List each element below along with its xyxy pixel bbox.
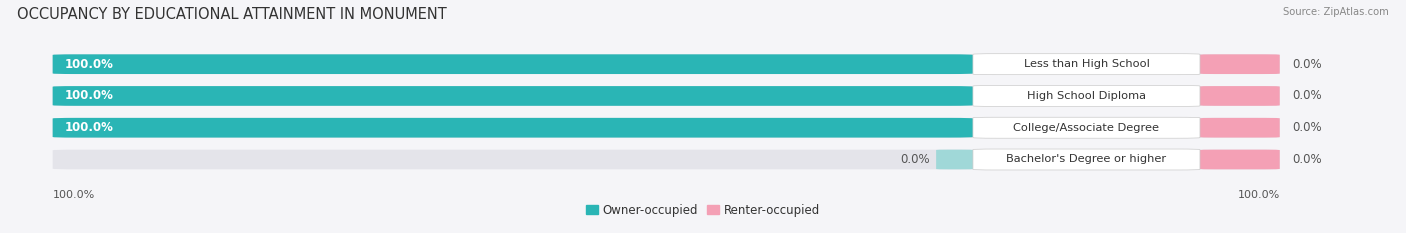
Text: High School Diploma: High School Diploma — [1026, 91, 1146, 101]
Text: 100.0%: 100.0% — [1237, 190, 1279, 200]
FancyBboxPatch shape — [973, 117, 1199, 138]
FancyBboxPatch shape — [52, 150, 1279, 169]
Text: 0.0%: 0.0% — [900, 153, 929, 166]
Text: 100.0%: 100.0% — [65, 121, 114, 134]
Text: 0.0%: 0.0% — [1292, 89, 1322, 103]
Text: 0.0%: 0.0% — [1292, 58, 1322, 71]
Text: 100.0%: 100.0% — [52, 190, 96, 200]
Text: 0.0%: 0.0% — [1292, 153, 1322, 166]
FancyBboxPatch shape — [1199, 118, 1279, 137]
FancyBboxPatch shape — [52, 86, 1279, 106]
FancyBboxPatch shape — [973, 86, 1199, 106]
Text: College/Associate Degree: College/Associate Degree — [1014, 123, 1160, 133]
Legend: Owner-occupied, Renter-occupied: Owner-occupied, Renter-occupied — [581, 199, 825, 221]
Text: 0.0%: 0.0% — [1292, 121, 1322, 134]
FancyBboxPatch shape — [52, 118, 1279, 137]
FancyBboxPatch shape — [1199, 54, 1279, 74]
Text: OCCUPANCY BY EDUCATIONAL ATTAINMENT IN MONUMENT: OCCUPANCY BY EDUCATIONAL ATTAINMENT IN M… — [17, 7, 447, 22]
Text: Bachelor's Degree or higher: Bachelor's Degree or higher — [1007, 154, 1167, 164]
FancyBboxPatch shape — [52, 118, 973, 137]
FancyBboxPatch shape — [52, 86, 973, 106]
Text: Source: ZipAtlas.com: Source: ZipAtlas.com — [1284, 7, 1389, 17]
FancyBboxPatch shape — [1199, 86, 1279, 106]
FancyBboxPatch shape — [936, 150, 973, 169]
Text: 100.0%: 100.0% — [65, 58, 114, 71]
FancyBboxPatch shape — [1199, 150, 1279, 169]
FancyBboxPatch shape — [52, 54, 1279, 74]
FancyBboxPatch shape — [973, 149, 1199, 170]
FancyBboxPatch shape — [973, 54, 1199, 75]
FancyBboxPatch shape — [52, 54, 973, 74]
Text: 100.0%: 100.0% — [65, 89, 114, 103]
Text: Less than High School: Less than High School — [1024, 59, 1149, 69]
